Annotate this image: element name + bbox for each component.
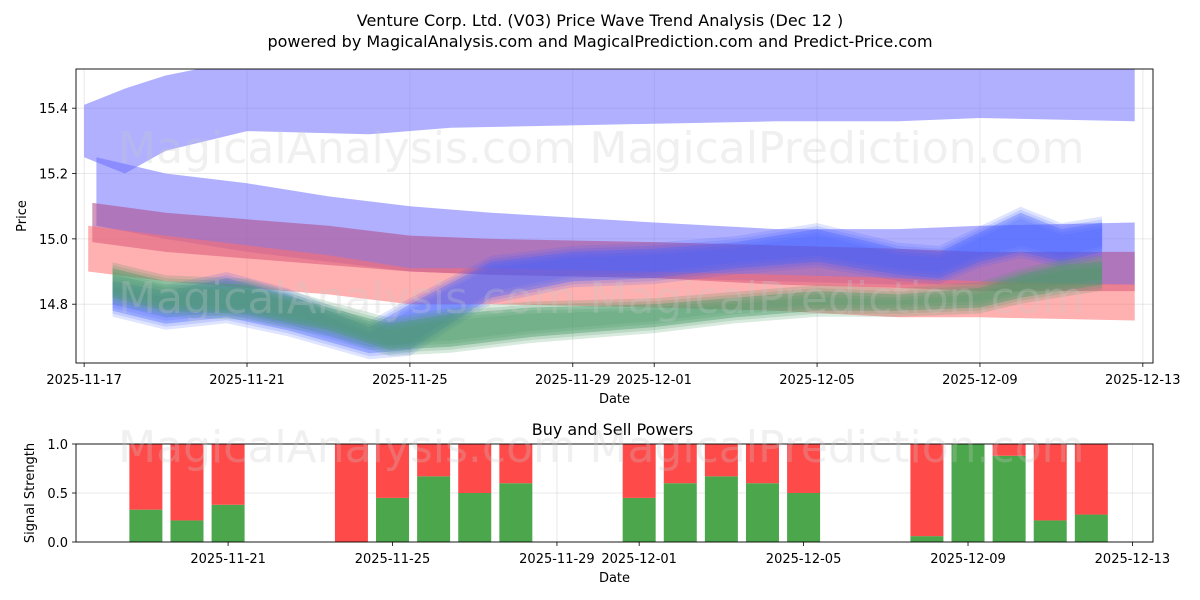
signal-plot-title: Buy and Sell Powers (532, 420, 694, 439)
green-wave-layer (112, 267, 1103, 356)
bar-x-tick-label: 2025-12-13 (1095, 552, 1171, 567)
sell-bar (745, 444, 779, 484)
watermark-prediction-top: MagicalPrediction.com (590, 123, 1085, 174)
bar-x-tick-label: 2025-12-01 (601, 552, 677, 567)
buy-bar (499, 483, 533, 542)
x-tick-label: 2025-11-21 (209, 373, 285, 388)
red-band (88, 225, 1135, 321)
sell-bar (1033, 444, 1067, 521)
x-tick-label: 2025-11-17 (46, 373, 122, 388)
buy-bar (663, 483, 697, 542)
signal-plot: Buy and Sell Powers 0.0 0.5 1.0 2025-11-21 20… (23, 420, 1170, 586)
price-plot: 2025-11-17 2025-11-21 2025-11-25 2025-11-29… (15, 68, 1181, 407)
sell-bar (622, 444, 656, 498)
buy-bar (622, 497, 656, 542)
buy-bar (417, 476, 451, 542)
price-series-layer (84, 69, 1135, 360)
sell-bar (910, 444, 944, 537)
sell-bar (129, 444, 163, 510)
bar-y-tick-label: 0.5 (47, 487, 68, 502)
signal-plot-frame (75, 443, 1154, 543)
y-axis-label: Price (15, 200, 30, 232)
green-wave-layer (112, 264, 1103, 353)
sell-bar (458, 444, 492, 493)
bar-y-axis-label: Signal Strength (23, 443, 38, 543)
buy-bar (704, 476, 738, 542)
blue-wave-layer (112, 209, 1103, 351)
chart-title-line2: powered by MagicalAnalysis.com and Magic… (267, 32, 932, 51)
blue-wave-layer (112, 218, 1103, 360)
bar-x-tick-label: 2025-11-21 (190, 552, 266, 567)
upper-blue-band (84, 69, 1135, 174)
x-tick-label: 2025-12-05 (779, 373, 855, 388)
bar-y-tick-label: 1.0 (47, 438, 68, 453)
sell-bar (170, 444, 204, 521)
y-tick-label: 15.4 (39, 102, 68, 117)
x-axis-label: Date (599, 392, 630, 407)
buy-bar (1074, 514, 1108, 542)
bar-x-tick-label: 2025-12-09 (930, 552, 1006, 567)
watermark-prediction-bottom: MagicalPrediction.com (590, 422, 1085, 473)
buy-bar (910, 536, 944, 542)
y-tick-label: 15.0 (39, 233, 68, 248)
x-tick-label: 2025-12-09 (942, 373, 1018, 388)
chart-title-line1: Venture Corp. Ltd. (V03) Price Wave Tren… (357, 11, 844, 30)
sell-bar (417, 444, 451, 477)
y-tick-label: 15.2 (39, 168, 68, 183)
buy-bar (745, 483, 779, 542)
sell-bar (376, 444, 410, 498)
buy-bar (458, 493, 492, 542)
bar-x-tick-label: 2025-12-05 (766, 552, 842, 567)
green-wave-layer (112, 258, 1103, 347)
watermark-prediction-mid: MagicalPrediction.com (590, 273, 1085, 324)
watermark-analysis-top: MagicalAnalysis.com (118, 123, 576, 174)
x-tick-label: 2025-12-13 (1105, 373, 1181, 388)
buy-bar (951, 444, 985, 542)
buy-bar (211, 504, 245, 542)
sell-bar (334, 444, 368, 542)
sell-bar (992, 444, 1026, 456)
sell-bar (1074, 444, 1108, 515)
watermark-analysis-bottom: MagicalAnalysis.com (118, 422, 576, 473)
x-tick-label: 2025-12-01 (616, 373, 692, 388)
sell-bar (499, 444, 533, 484)
blue-wave-layer (112, 215, 1103, 357)
watermark-analysis-mid: MagicalAnalysis.com (118, 273, 576, 324)
buy-bar (170, 520, 204, 542)
green-wave-layer (112, 261, 1103, 350)
green-wave-layer (112, 255, 1103, 344)
bar-x-tick-label: 2025-11-29 (519, 552, 595, 567)
blue-wave-layer (112, 206, 1103, 348)
price-plot-frame (75, 68, 1154, 364)
sell-bar (704, 444, 738, 477)
bar-y-tick-label: 0.0 (47, 536, 68, 551)
sell-bar (663, 444, 697, 484)
buy-bar (787, 493, 821, 542)
bar-x-tick-label: 2025-11-25 (355, 552, 431, 567)
buy-bar (129, 509, 163, 542)
sell-bar (211, 444, 245, 505)
buy-bar (992, 455, 1026, 542)
buy-bar (376, 497, 410, 542)
purple-band (92, 202, 1135, 292)
x-tick-label: 2025-11-25 (372, 373, 448, 388)
x-tick-label: 2025-11-29 (535, 373, 611, 388)
sell-bar (787, 444, 821, 493)
y-tick-label: 14.8 (39, 298, 68, 313)
bar-x-axis-label: Date (599, 571, 630, 586)
blue-wave-layer (112, 212, 1103, 354)
buy-bar (1033, 520, 1067, 542)
